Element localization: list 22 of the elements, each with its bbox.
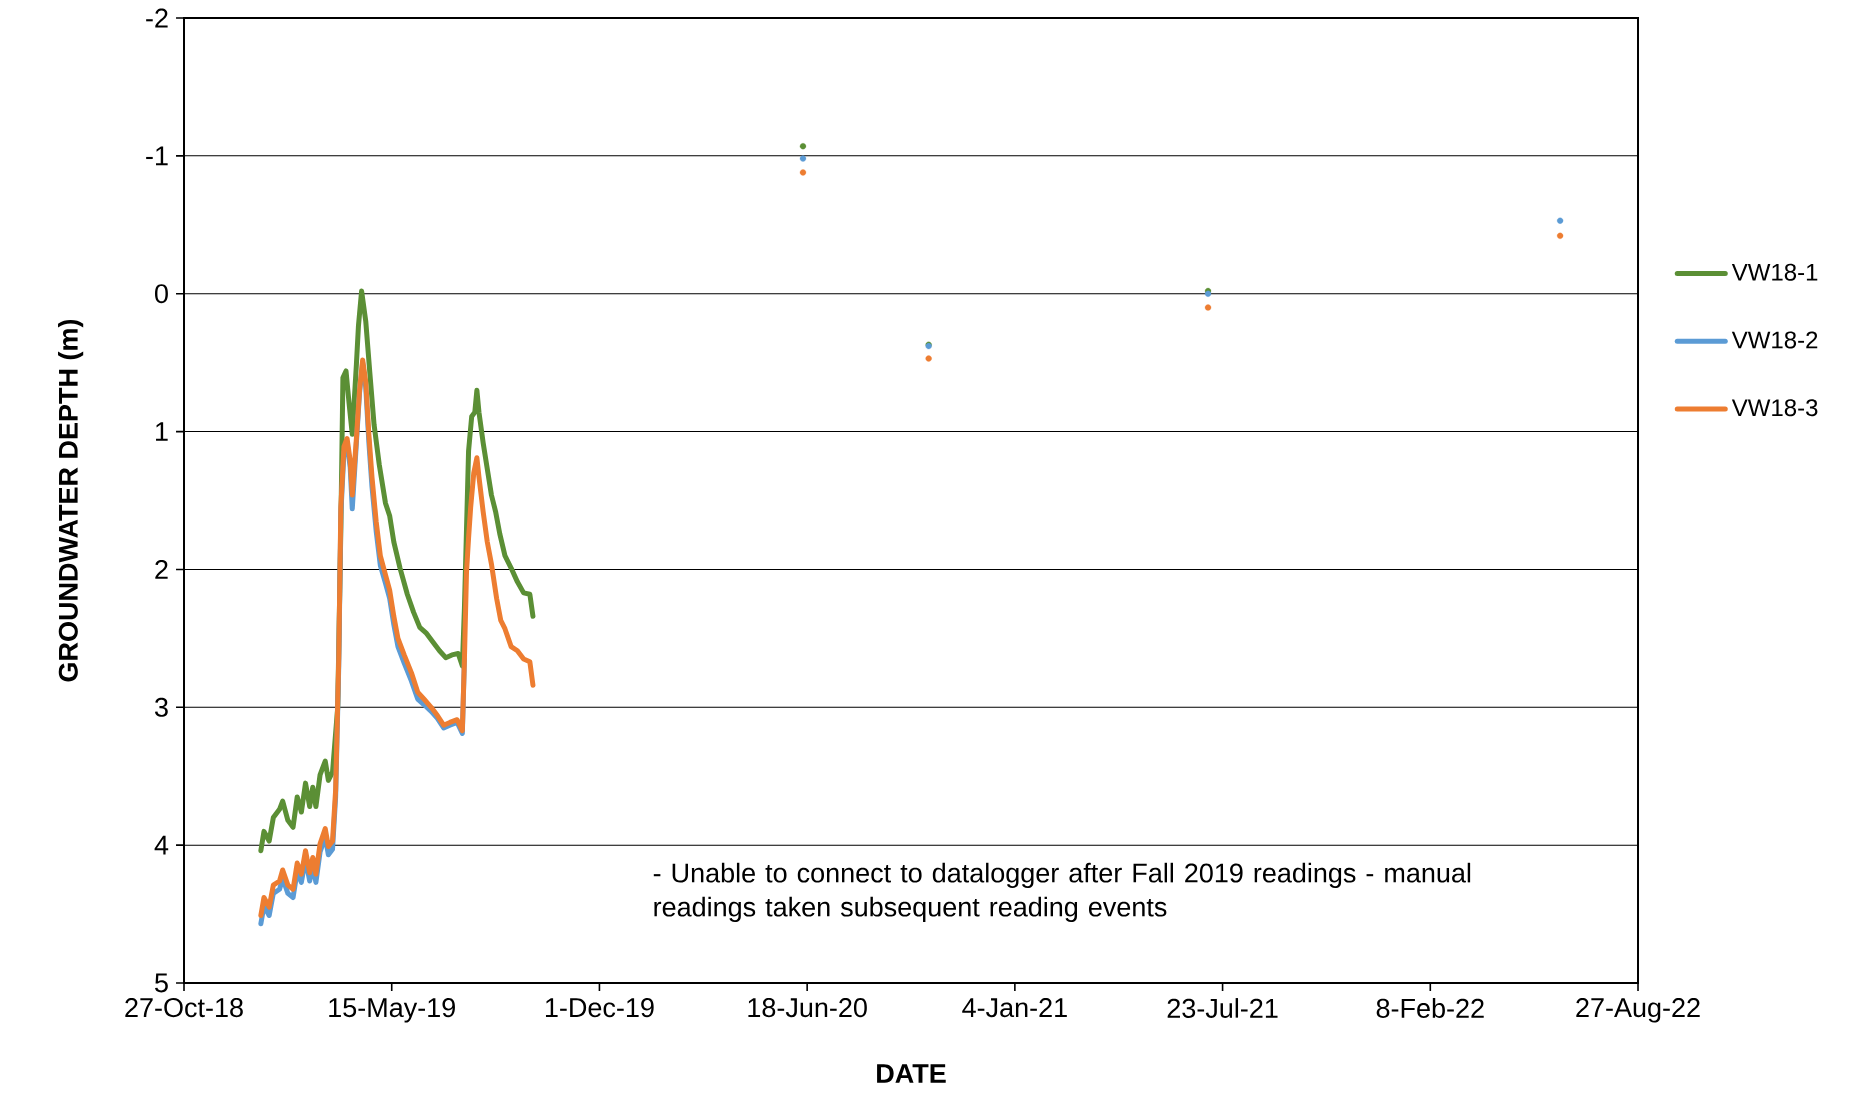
x-tick-label: 4-Jan-21 [962, 998, 1067, 1018]
x-axis-title: DATE [877, 1064, 946, 1083]
y-tick-label: 0 [155, 284, 168, 304]
x-tick-label: 23-Jul-21 [1167, 998, 1278, 1018]
y-tick-label: 1 [156, 422, 168, 441]
y-tick-label: -1 [146, 146, 168, 166]
legend-label: VW18-1 [1731, 263, 1818, 281]
y-tick-label: 2 [155, 560, 168, 579]
y-tick-label: 4 [154, 835, 169, 855]
y-tick-label: 3 [154, 697, 168, 717]
x-tick-label: 1-Dec-19 [545, 998, 654, 1018]
x-tick-label: 27-Aug-22 [1576, 998, 1700, 1023]
y-tick-label: 5 [155, 973, 168, 993]
x-tick-label: 15-May-19 [329, 998, 455, 1023]
x-tick-label: 27-Oct-18 [125, 998, 243, 1018]
legend-label: VW18-2 [1731, 331, 1818, 349]
annotation: - Unable to connect to datalogger after Fall 2019 readings - manual readings taken subsequent reading events [653, 862, 1471, 922]
y-axis-title: GROUNDWATER DEPTH (m) [58, 319, 84, 682]
x-tick-label: 18-Jun-20 [748, 998, 867, 1018]
legend-label: VW18-3 [1731, 399, 1818, 417]
x-tick-label: 8-Feb-22 [1376, 998, 1484, 1018]
y-tick-label: -2 [146, 8, 168, 28]
